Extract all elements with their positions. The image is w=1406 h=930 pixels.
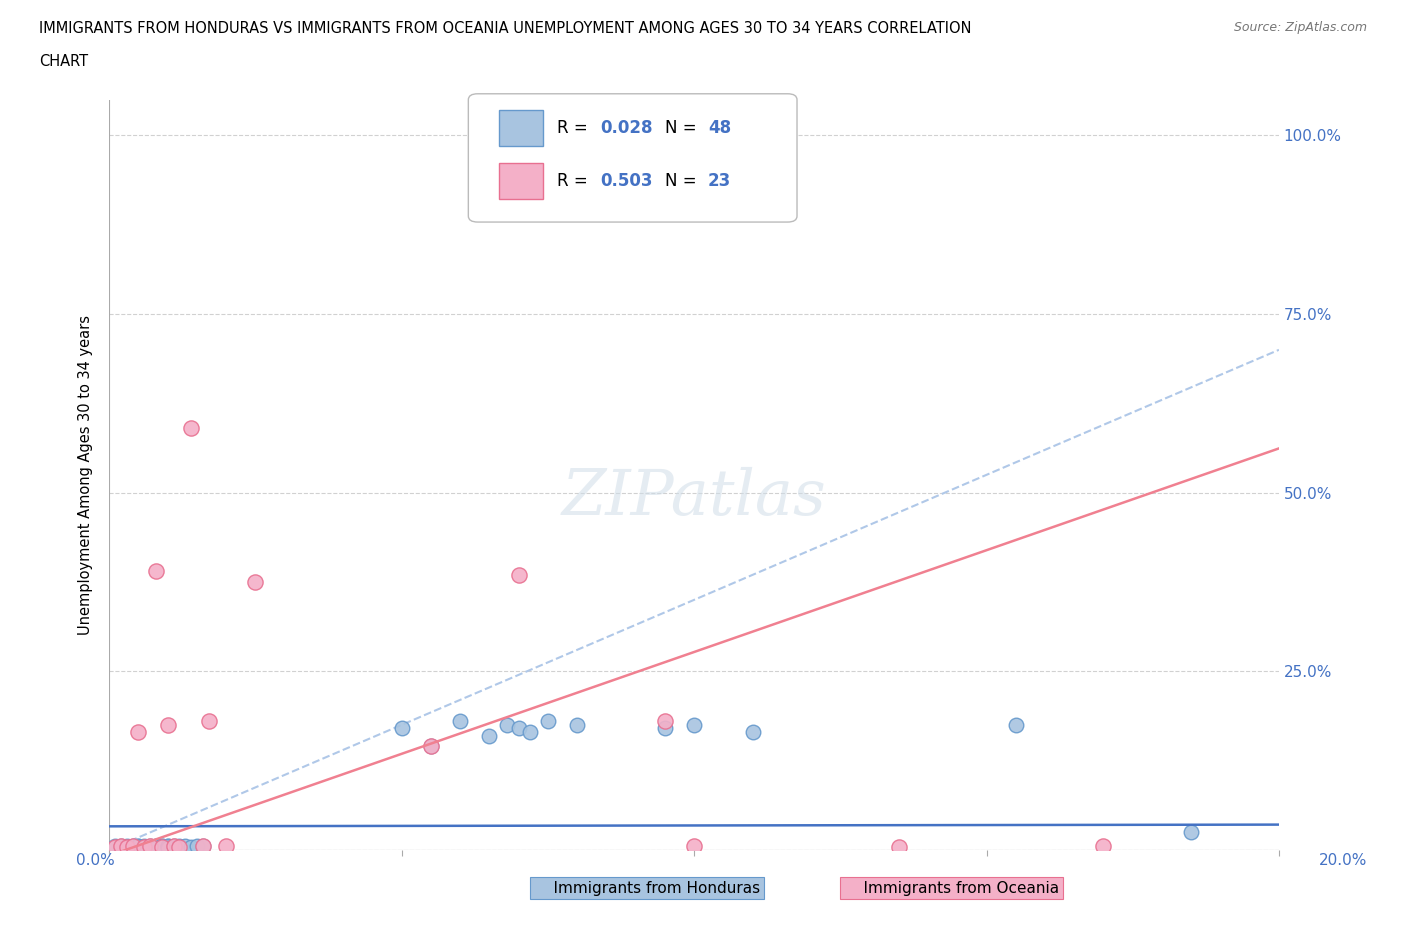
Point bbox=[496, 717, 519, 732]
Point bbox=[104, 840, 127, 855]
Point bbox=[654, 714, 676, 729]
Point bbox=[683, 717, 706, 732]
Point bbox=[683, 839, 706, 854]
Point bbox=[169, 838, 191, 853]
FancyBboxPatch shape bbox=[468, 94, 797, 222]
Point bbox=[115, 839, 138, 854]
Text: CHART: CHART bbox=[39, 54, 89, 69]
Point bbox=[134, 839, 156, 854]
Point bbox=[186, 838, 208, 853]
Point bbox=[169, 840, 191, 855]
Bar bbox=[499, 110, 543, 146]
Point bbox=[449, 714, 471, 729]
Point bbox=[145, 841, 167, 856]
Text: Immigrants from Oceania: Immigrants from Oceania bbox=[844, 881, 1059, 896]
Point bbox=[145, 839, 167, 854]
Text: IMMIGRANTS FROM HONDURAS VS IMMIGRANTS FROM OCEANIA UNEMPLOYMENT AMONG AGES 30 T: IMMIGRANTS FROM HONDURAS VS IMMIGRANTS F… bbox=[39, 21, 972, 36]
Text: R =: R = bbox=[557, 172, 593, 191]
Point bbox=[127, 839, 149, 854]
Point bbox=[145, 840, 167, 855]
Point bbox=[887, 840, 910, 855]
Point bbox=[169, 840, 191, 855]
Point bbox=[1004, 717, 1026, 732]
Text: Source: ZipAtlas.com: Source: ZipAtlas.com bbox=[1233, 21, 1367, 34]
Text: 0.028: 0.028 bbox=[600, 119, 652, 137]
Text: N =: N = bbox=[665, 119, 702, 137]
Point bbox=[180, 421, 202, 436]
Point bbox=[156, 840, 179, 855]
Point bbox=[565, 717, 588, 732]
Point bbox=[156, 838, 179, 853]
Point bbox=[391, 721, 413, 736]
Point bbox=[121, 838, 143, 853]
Point bbox=[156, 839, 179, 854]
Point bbox=[145, 564, 167, 578]
Point bbox=[127, 840, 149, 855]
Point bbox=[150, 839, 173, 854]
Point bbox=[115, 840, 138, 855]
Point bbox=[191, 839, 214, 854]
Point bbox=[174, 839, 197, 854]
Point bbox=[191, 839, 214, 854]
Point bbox=[127, 724, 149, 739]
Point bbox=[197, 714, 219, 729]
Point bbox=[121, 839, 143, 854]
Point bbox=[162, 840, 184, 855]
Point bbox=[139, 838, 162, 853]
Point bbox=[150, 840, 173, 855]
Point bbox=[115, 840, 138, 855]
Point bbox=[537, 714, 560, 729]
Point bbox=[156, 841, 179, 856]
Text: 23: 23 bbox=[709, 172, 731, 191]
Point bbox=[741, 724, 763, 739]
Y-axis label: Unemployment Among Ages 30 to 34 years: Unemployment Among Ages 30 to 34 years bbox=[79, 315, 93, 635]
Point bbox=[1180, 825, 1202, 840]
Text: R =: R = bbox=[557, 119, 593, 137]
Point bbox=[478, 728, 501, 743]
Point bbox=[139, 840, 162, 855]
Point bbox=[215, 839, 238, 854]
Text: N =: N = bbox=[665, 172, 702, 191]
Point bbox=[150, 840, 173, 855]
Text: Immigrants from Honduras: Immigrants from Honduras bbox=[534, 881, 761, 896]
Bar bbox=[499, 164, 543, 199]
Text: 20.0%: 20.0% bbox=[1319, 853, 1367, 868]
Point bbox=[121, 841, 143, 856]
Point bbox=[110, 841, 132, 856]
Point bbox=[139, 839, 162, 854]
Point bbox=[127, 838, 149, 853]
Point bbox=[134, 841, 156, 856]
Point bbox=[419, 738, 441, 753]
Point bbox=[156, 717, 179, 732]
Point bbox=[245, 575, 267, 590]
Point bbox=[150, 838, 173, 853]
Point bbox=[508, 721, 530, 736]
Point bbox=[134, 840, 156, 855]
Point bbox=[519, 724, 541, 739]
Point bbox=[145, 838, 167, 853]
Point bbox=[162, 839, 184, 854]
Point bbox=[139, 841, 162, 856]
Point bbox=[419, 738, 441, 753]
Point bbox=[1092, 839, 1115, 854]
Point bbox=[110, 839, 132, 854]
Point bbox=[654, 721, 676, 736]
Point bbox=[110, 838, 132, 853]
Point bbox=[162, 839, 184, 854]
Point bbox=[180, 840, 202, 855]
Text: 48: 48 bbox=[709, 119, 731, 137]
Text: 0.503: 0.503 bbox=[600, 172, 652, 191]
Point bbox=[104, 839, 127, 854]
Text: ZIPatlas: ZIPatlas bbox=[562, 467, 827, 528]
Point bbox=[508, 567, 530, 582]
Text: 0.0%: 0.0% bbox=[76, 853, 115, 868]
